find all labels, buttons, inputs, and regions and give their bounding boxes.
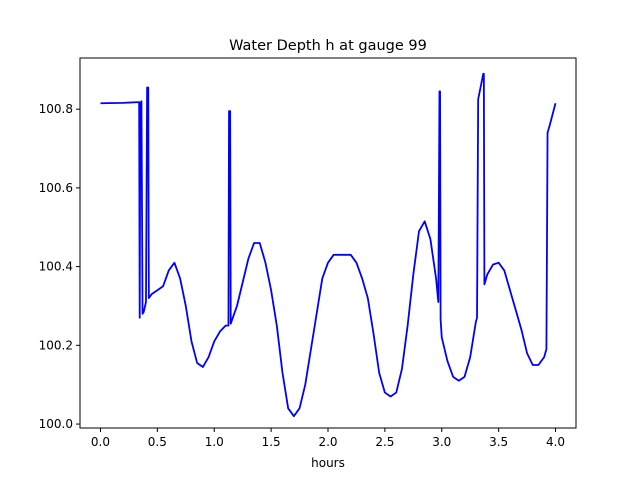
x-axis-label: hours (311, 456, 345, 470)
x-axis: 0.0 0.5 1.0 1.5 2.0 2.5 3.0 3.5 4.0 (91, 428, 565, 449)
series-line-0 (100, 72, 557, 418)
x-tick-label: 2.5 (375, 435, 394, 449)
x-tick-label: 1.5 (262, 435, 281, 449)
y-tick-label: 100.6 (39, 181, 73, 195)
x-tick-label: 4.0 (546, 435, 565, 449)
plot-area (100, 72, 557, 418)
y-tick-label: 100.0 (39, 417, 73, 431)
x-tick-label: 0.5 (148, 435, 167, 449)
chart-title: Water Depth h at gauge 99 (229, 38, 427, 54)
x-tick-label: 0.0 (91, 435, 110, 449)
x-tick-label: 2.0 (318, 435, 337, 449)
x-tick-label: 3.5 (489, 435, 508, 449)
x-tick-label: 3.0 (432, 435, 451, 449)
y-axis: 100.0 100.2 100.4 100.6 100.8 (39, 102, 80, 431)
y-tick-label: 100.4 (39, 260, 73, 274)
y-tick-label: 100.8 (39, 102, 73, 116)
y-tick-label: 100.2 (39, 338, 73, 352)
x-tick-label: 1.0 (205, 435, 224, 449)
